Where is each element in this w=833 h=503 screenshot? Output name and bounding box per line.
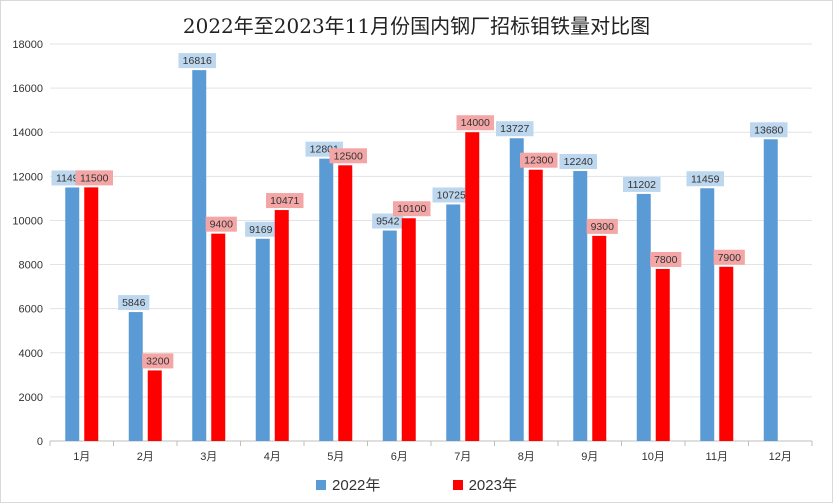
x-tick-label: 3月 [200, 451, 217, 463]
bar-2022年-8月 [509, 138, 524, 441]
y-tick-label: 2000 [19, 392, 43, 404]
data-label: 10100 [397, 203, 426, 215]
bar-2023年-3月 [211, 233, 226, 441]
data-label-bg [750, 122, 788, 138]
data-label: 3200 [146, 355, 170, 367]
data-label-bg [456, 115, 494, 131]
data-label-bg [75, 170, 113, 186]
data-label-bg [713, 249, 745, 265]
bar-2023年-10月 [655, 268, 670, 441]
bar-2023年-8月 [528, 169, 543, 441]
bar-2023年-2月 [147, 370, 162, 441]
bar-2023年-11月 [719, 266, 734, 441]
legend-label-2023: 2023年 [468, 477, 517, 494]
x-tick-label: 1月 [73, 451, 90, 463]
data-label-bg [142, 353, 174, 369]
bar-2022年-4月 [255, 238, 270, 441]
data-label: 14000 [461, 117, 490, 129]
data-label: 9400 [210, 219, 234, 231]
y-tick-label: 4000 [19, 348, 43, 360]
x-tick-label: 6月 [391, 451, 408, 463]
data-label-bg [586, 218, 618, 234]
x-tick-label: 4月 [264, 451, 281, 463]
data-label: 11459 [691, 173, 720, 185]
data-label: 9542 [376, 216, 400, 228]
data-label-bg [432, 187, 470, 203]
data-label-bg [559, 154, 597, 170]
x-tick-label: 9月 [581, 451, 598, 463]
legend: 2022年 2023年 [0, 474, 833, 495]
x-tick-label: 7月 [454, 451, 471, 463]
data-label-bg [393, 201, 431, 217]
bar-2022年-11月 [700, 188, 715, 441]
bar-2023年-5月 [338, 165, 353, 442]
data-label-bg [245, 221, 277, 237]
bar-2022年-7月 [446, 204, 461, 441]
data-label: 10471 [270, 195, 299, 207]
bar-2022年-12月 [763, 139, 778, 441]
y-tick-label: 8000 [19, 260, 43, 272]
bar-2023年-1月 [84, 187, 99, 441]
data-label-bg [623, 176, 661, 192]
data-label-bg [205, 216, 237, 232]
data-label: 7900 [718, 252, 742, 264]
chart-title: 2022年至2023年11月份国内钢厂招标钼铁量对比图 [182, 14, 651, 38]
bar-2022年-1月 [65, 187, 80, 441]
bar-2023年-9月 [592, 235, 607, 441]
data-label: 12300 [524, 155, 553, 167]
y-tick-label: 12000 [12, 171, 43, 183]
y-tick-label: 10000 [12, 215, 43, 227]
legend-item-2023: 2023年 [452, 474, 517, 495]
bar-2023年-6月 [401, 218, 416, 441]
x-tick-label: 2月 [137, 451, 154, 463]
data-label: 11500 [80, 172, 109, 184]
x-tick-label: 8月 [518, 451, 535, 463]
bar-2022年-6月 [382, 230, 397, 441]
data-label-bg [650, 251, 682, 267]
data-label-bg [372, 213, 404, 229]
y-tick-label: 0 [37, 436, 43, 448]
data-label: 16816 [183, 55, 212, 67]
data-label-bg [496, 121, 534, 137]
bar-2023年-4月 [274, 210, 289, 441]
bar-2022年-2月 [128, 312, 143, 441]
data-label-bg [266, 193, 304, 209]
data-label: 13680 [754, 124, 783, 136]
x-tick-label: 5月 [327, 451, 344, 463]
legend-swatch-2022 [316, 480, 327, 490]
data-label: 9169 [249, 224, 273, 236]
y-tick-label: 14000 [12, 127, 43, 139]
data-label: 7800 [654, 254, 678, 266]
data-label-bg [520, 152, 558, 168]
legend-item-2022: 2022年 [316, 474, 380, 495]
data-label: 13727 [500, 123, 529, 135]
data-label: 9300 [591, 221, 615, 233]
data-label-bg [329, 148, 367, 164]
x-tick-label: 10月 [642, 451, 665, 463]
bar-2022年-9月 [573, 171, 588, 442]
bar-2022年-10月 [636, 193, 651, 441]
data-label-bg [178, 53, 216, 69]
legend-swatch-2023 [452, 480, 463, 490]
data-label-bg [686, 171, 724, 187]
data-label: 12500 [334, 150, 363, 162]
data-label-bg [118, 295, 150, 311]
bar-2022年-3月 [192, 70, 207, 442]
data-label: 10725 [437, 189, 466, 201]
legend-label-2022: 2022年 [332, 477, 381, 494]
x-tick-label: 11月 [706, 451, 728, 463]
x-tick-label: 12月 [769, 451, 792, 463]
y-tick-label: 18000 [12, 39, 43, 51]
data-label: 11202 [628, 179, 657, 191]
bar-2023年-7月 [465, 132, 480, 441]
data-label: 5846 [122, 297, 146, 309]
data-label: 12240 [564, 156, 593, 168]
y-tick-label: 6000 [19, 304, 43, 316]
bar-2022年-5月 [319, 158, 334, 441]
y-tick-label: 16000 [12, 83, 43, 95]
